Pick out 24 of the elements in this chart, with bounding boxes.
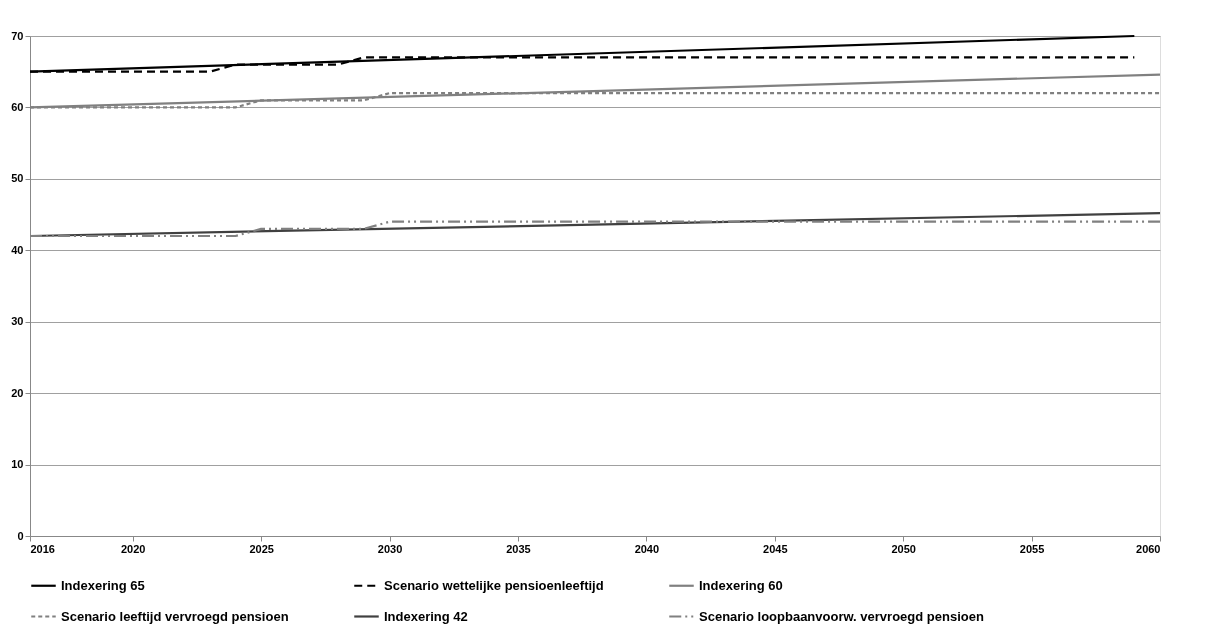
y-tick-label: 0: [17, 529, 24, 542]
x-tick-label: 2040: [634, 542, 660, 555]
y-tick-label: 10: [11, 458, 24, 471]
legend-label: Indexering 65: [61, 577, 145, 593]
y-tick-label: 30: [11, 315, 24, 328]
x-tick-label: 2030: [377, 542, 403, 555]
legend-label: Indexering 42: [384, 608, 468, 624]
y-tick-label: 20: [11, 386, 24, 399]
x-tick-label: 2025: [249, 542, 274, 555]
x-tick-label: 2060: [1136, 542, 1161, 555]
x-tick-label: 2050: [891, 542, 916, 555]
legend-label: Indexering 60: [699, 577, 783, 593]
legend-label: Scenario wettelijke pensioenleeftijd: [384, 577, 604, 593]
y-tick-label: 60: [11, 100, 24, 113]
x-tick-label: 2020: [120, 542, 146, 555]
y-tick-label: 50: [11, 172, 24, 185]
y-tick-label: 40: [11, 243, 24, 256]
y-tick-label: 70: [11, 29, 24, 42]
legend-label: Scenario loopbaanvoorw. vervroegd pensioen: [699, 608, 984, 624]
x-tick-label: 2035: [506, 542, 531, 555]
x-tick-label: 2045: [763, 542, 788, 555]
x-tick-label: 2016: [30, 542, 55, 555]
x-tick-label: 2055: [1019, 542, 1045, 555]
legend-label: Scenario leeftijd vervroegd pensioen: [61, 608, 289, 624]
